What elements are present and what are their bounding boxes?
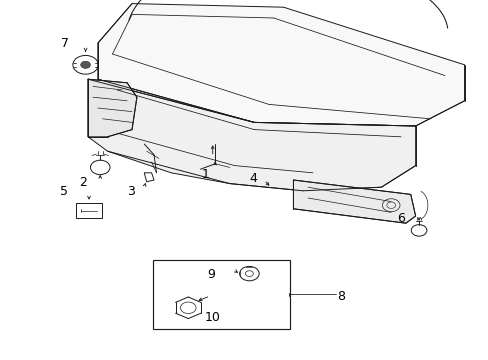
Bar [76, 203, 102, 218]
FancyBboxPatch shape [152, 260, 289, 329]
Text: 7: 7 [61, 37, 69, 50]
Text: 9: 9 [207, 268, 215, 281]
Polygon shape [98, 4, 464, 126]
Polygon shape [88, 79, 415, 191]
Text: 3: 3 [126, 185, 134, 198]
Text: 6: 6 [396, 212, 404, 225]
Circle shape [81, 61, 90, 68]
Polygon shape [88, 79, 137, 137]
Text: 5: 5 [60, 185, 67, 198]
Text: 8: 8 [337, 291, 345, 303]
Text: 4: 4 [249, 172, 257, 185]
Text: 10: 10 [204, 311, 220, 324]
Text: 2: 2 [79, 176, 87, 189]
Polygon shape [293, 180, 415, 223]
Text: 1: 1 [201, 168, 209, 181]
